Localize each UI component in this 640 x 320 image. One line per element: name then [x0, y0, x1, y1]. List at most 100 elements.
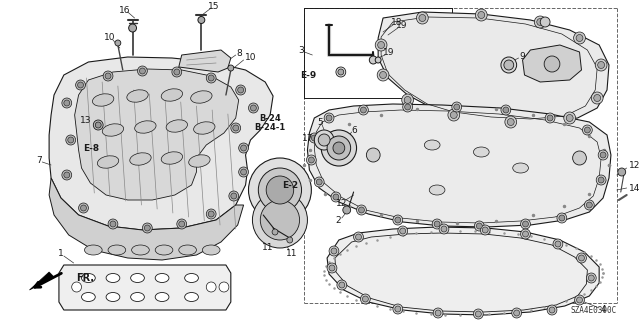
Circle shape: [598, 177, 604, 183]
Text: 18: 18: [391, 18, 403, 27]
Circle shape: [331, 192, 341, 202]
Polygon shape: [29, 272, 54, 290]
Ellipse shape: [131, 292, 145, 301]
Text: 10: 10: [104, 33, 116, 42]
Circle shape: [454, 104, 460, 110]
Circle shape: [582, 125, 592, 135]
Circle shape: [514, 310, 520, 316]
Text: 8: 8: [237, 49, 243, 58]
Circle shape: [198, 17, 205, 23]
Circle shape: [115, 40, 121, 46]
Ellipse shape: [81, 292, 95, 301]
Ellipse shape: [130, 153, 151, 165]
Circle shape: [375, 57, 381, 63]
Circle shape: [432, 219, 442, 229]
Circle shape: [591, 92, 603, 104]
Circle shape: [314, 130, 334, 150]
Circle shape: [474, 221, 484, 231]
Circle shape: [595, 59, 607, 71]
Circle shape: [360, 107, 366, 113]
Circle shape: [250, 105, 257, 111]
Circle shape: [483, 227, 488, 233]
Circle shape: [553, 239, 563, 249]
Text: 12: 12: [336, 198, 348, 207]
Circle shape: [329, 246, 339, 256]
Circle shape: [95, 122, 101, 128]
Circle shape: [522, 231, 529, 237]
Text: 14: 14: [628, 183, 640, 193]
Text: 17: 17: [301, 133, 313, 142]
Polygon shape: [378, 12, 609, 122]
Circle shape: [448, 109, 460, 121]
Ellipse shape: [424, 140, 440, 150]
Circle shape: [110, 221, 116, 227]
Ellipse shape: [513, 163, 529, 173]
Circle shape: [206, 209, 216, 219]
Text: FR.: FR.: [77, 273, 95, 283]
Circle shape: [504, 60, 514, 70]
Circle shape: [360, 294, 371, 304]
Circle shape: [362, 296, 369, 302]
Circle shape: [318, 134, 330, 146]
Circle shape: [403, 102, 413, 112]
Circle shape: [138, 66, 147, 76]
Circle shape: [309, 133, 319, 143]
Ellipse shape: [97, 156, 119, 168]
Circle shape: [81, 205, 86, 211]
Circle shape: [441, 226, 447, 232]
Circle shape: [380, 71, 387, 78]
Circle shape: [329, 265, 335, 271]
Circle shape: [129, 24, 136, 32]
Circle shape: [512, 308, 522, 318]
Circle shape: [174, 69, 180, 75]
Circle shape: [333, 142, 345, 154]
Circle shape: [272, 229, 278, 235]
Circle shape: [229, 191, 239, 201]
Circle shape: [358, 207, 364, 213]
Ellipse shape: [155, 274, 169, 283]
Circle shape: [316, 179, 322, 185]
Circle shape: [522, 221, 529, 227]
Ellipse shape: [185, 274, 198, 283]
Circle shape: [236, 85, 246, 95]
Circle shape: [586, 273, 596, 283]
Text: E-8: E-8: [83, 143, 99, 153]
Circle shape: [545, 113, 555, 123]
Polygon shape: [49, 57, 273, 230]
Circle shape: [105, 73, 111, 79]
Circle shape: [143, 223, 152, 233]
Circle shape: [208, 211, 214, 217]
Circle shape: [307, 155, 316, 165]
Circle shape: [356, 205, 366, 215]
Circle shape: [480, 225, 490, 235]
Text: 4: 4: [600, 306, 606, 315]
Circle shape: [266, 176, 294, 204]
Circle shape: [476, 223, 483, 229]
Circle shape: [433, 308, 443, 318]
Circle shape: [505, 116, 516, 128]
Circle shape: [241, 145, 246, 151]
Circle shape: [239, 143, 248, 153]
Ellipse shape: [92, 94, 114, 106]
Ellipse shape: [161, 152, 182, 164]
Circle shape: [369, 56, 377, 64]
Circle shape: [72, 282, 81, 292]
Ellipse shape: [161, 89, 182, 101]
Circle shape: [327, 263, 337, 273]
Text: B-24: B-24: [259, 114, 281, 123]
Polygon shape: [75, 69, 239, 200]
Circle shape: [79, 203, 88, 213]
Ellipse shape: [127, 90, 148, 102]
Circle shape: [586, 202, 592, 208]
Circle shape: [206, 73, 216, 83]
Text: E-9: E-9: [300, 70, 317, 79]
Circle shape: [534, 16, 546, 28]
Ellipse shape: [155, 292, 169, 301]
Circle shape: [108, 219, 118, 229]
Circle shape: [231, 123, 241, 133]
Text: 5: 5: [317, 117, 323, 126]
Circle shape: [145, 225, 150, 231]
Circle shape: [179, 221, 185, 227]
Circle shape: [64, 100, 70, 106]
Text: SZA4E0300C: SZA4E0300C: [571, 306, 617, 315]
